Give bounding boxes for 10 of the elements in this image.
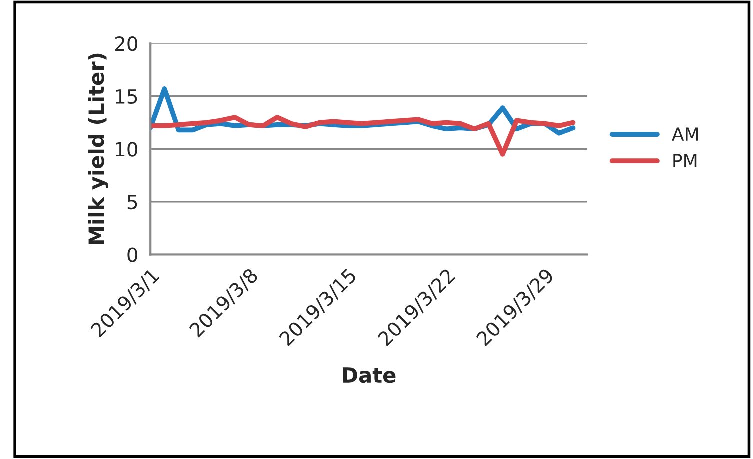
y-tick-label: 10 [116, 142, 138, 157]
x-axis-title: Date [343, 368, 396, 384]
y-tick-label: 15 [116, 90, 138, 104]
line-series [150, 115, 576, 157]
y-tick-label: 20 [115, 36, 138, 52]
y-axis-title: Milk yield (Liter) [88, 54, 108, 244]
legend-label: AM [672, 128, 698, 141]
y-tick-label: 5 [128, 195, 138, 210]
y-tick-label: 0 [128, 248, 138, 262]
legend-label: PM [674, 154, 697, 168]
